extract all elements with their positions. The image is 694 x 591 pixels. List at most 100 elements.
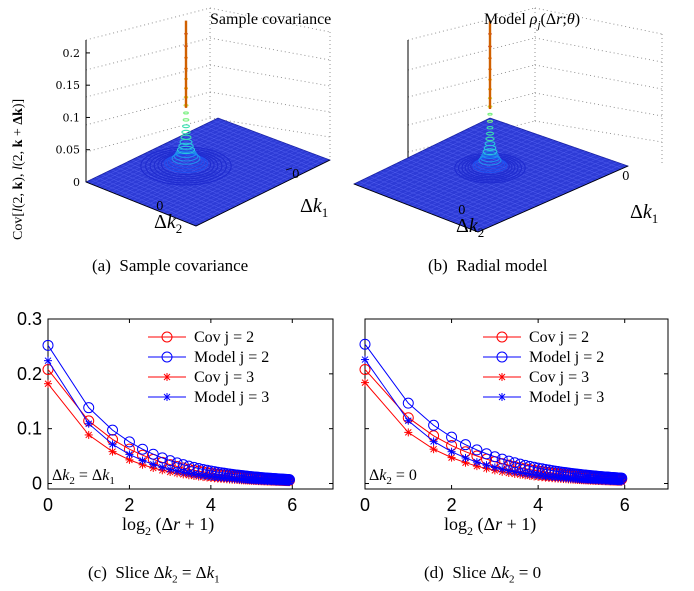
panel-a-xtick-0: 0 bbox=[156, 199, 164, 213]
panel-d-series-3-point bbox=[461, 453, 470, 462]
panel-d-series-1-point bbox=[503, 455, 515, 467]
panel-d-line-chart: 0 2 4 6 Cov j = 2 Model j = 2 Cov j = 3 Model … bbox=[359, 318, 669, 538]
panel-c-ytick: 0.1 bbox=[17, 419, 42, 439]
panel-c-line-chart: 0 2 4 6 0 0.1 0.2 0.3 Cov j = 2 Model j = 2 Cov j… bbox=[17, 309, 334, 538]
panel-a-peak-mesh-ring bbox=[178, 142, 194, 150]
panel-b-peak-mesh-ring bbox=[481, 151, 499, 159]
panel-c-legend-label-2: Cov j = 3 bbox=[194, 369, 254, 386]
panel-a-title: Sample covariance bbox=[210, 11, 331, 28]
panel-c-series-2-point bbox=[84, 430, 93, 439]
panel-b-peak-mesh-ring bbox=[486, 119, 494, 123]
caption-d: (d) Slice Δk2 = 0 bbox=[424, 563, 542, 586]
panel-d-series-3-point bbox=[429, 437, 438, 446]
panel-c-xtick: 0 bbox=[43, 495, 53, 515]
panel-a-peak-mesh-ring bbox=[180, 134, 192, 140]
panel-d-series-3-point bbox=[617, 477, 626, 486]
panel-d-legend-marker-1 bbox=[496, 351, 508, 363]
panel-c-series-1-point bbox=[156, 452, 168, 464]
panel-c-xtick: 6 bbox=[287, 495, 297, 515]
panel-d-series-1-point bbox=[481, 448, 493, 460]
panel-a-peak-mesh-ring bbox=[183, 111, 189, 115]
panel-c-legend-label-1: Model j = 2 bbox=[194, 349, 269, 366]
panel-b-peak-mesh-ring bbox=[479, 153, 501, 163]
panel-b-surface: Model ρj(Δr;θ) 0 0 Δk2 Δk1 bbox=[352, 7, 663, 240]
panel-c-xtick: 2 bbox=[124, 495, 134, 515]
panel-a-peak-mesh-ring bbox=[173, 150, 199, 162]
panel-c-legend-label-0: Cov j = 2 bbox=[194, 329, 254, 346]
panel-d-series-1-point bbox=[359, 338, 371, 350]
panel-c-series-3-point bbox=[108, 440, 117, 449]
panel-a-peak-mesh-ring bbox=[176, 145, 196, 155]
panel-d-series-3-point bbox=[482, 461, 491, 470]
panel-d-series-2-point bbox=[361, 378, 369, 387]
panel-a-ztick: 0.05 bbox=[56, 144, 81, 157]
panel-d-xtick: 4 bbox=[533, 495, 543, 515]
panel-a-peak-mesh-ring bbox=[166, 153, 206, 171]
panel-c-legend-label-3: Model j = 3 bbox=[194, 389, 269, 406]
panel-a-ztick: 0.2 bbox=[63, 47, 81, 60]
panel-b-peak-mesh-ring bbox=[474, 157, 506, 171]
panel-d-legend-label-1: Model j = 2 bbox=[529, 349, 604, 366]
panel-b-peak-mesh-ring bbox=[454, 152, 526, 184]
panel-d-series-1-point bbox=[471, 444, 483, 456]
panel-c-series-3-point bbox=[285, 477, 294, 486]
panel-b-title: Model ρj(Δr;θ) bbox=[484, 11, 580, 31]
panel-d-series-2-point bbox=[404, 428, 413, 437]
panel-d-legend-marker-2 bbox=[498, 373, 506, 381]
panel-d-series-3-point bbox=[498, 465, 507, 474]
panel-b-peak-mesh-ring bbox=[478, 155, 502, 166]
panel-a-peak-mesh-ring bbox=[182, 118, 190, 122]
panel-d-series-3-point bbox=[504, 466, 513, 475]
panel-c-series-3-point bbox=[149, 460, 158, 469]
panel-b-peak-mesh-ring bbox=[484, 141, 496, 147]
panel-d-legend-marker-3 bbox=[498, 393, 506, 401]
panel-c-series-3-point bbox=[138, 456, 147, 465]
panel-b-ylabel: Δk1 bbox=[630, 201, 658, 226]
panel-c-series-2-point bbox=[108, 447, 117, 456]
panel-d-series-3-point bbox=[490, 463, 499, 472]
panel-c-annotation: Δk2 = Δk1 bbox=[52, 467, 115, 487]
panel-c-legend-marker-1 bbox=[161, 351, 173, 363]
panel-c-ytick: 0.3 bbox=[17, 309, 42, 329]
panel-d-series-1-point bbox=[489, 451, 501, 463]
panel-d-series-3-point bbox=[404, 416, 413, 425]
panel-c-series-1-point bbox=[107, 424, 119, 436]
panel-d-series-3-point bbox=[361, 355, 369, 364]
panel-a-zlabel: Cov[l(2, k), l(2, k + Δk)] bbox=[11, 99, 26, 240]
panel-d-legend-label-2: Cov j = 3 bbox=[529, 369, 589, 386]
panel-a-ylabel: Δk1 bbox=[300, 195, 328, 220]
panel-a-peak-mesh-ring bbox=[182, 124, 190, 129]
panel-c-series-3-point bbox=[44, 356, 52, 365]
panel-a-xlabel: Δk2 bbox=[154, 211, 182, 236]
panel-d-series-2-point bbox=[429, 445, 438, 454]
panel-c-series-2-point bbox=[44, 379, 52, 388]
panel-c-legend-marker-2 bbox=[163, 373, 171, 381]
panel-c-series-1-point bbox=[83, 402, 95, 414]
panel-c-series-3-point bbox=[125, 450, 134, 459]
panel-c-series-3-point bbox=[84, 419, 93, 428]
panel-b-peak-mesh-ring bbox=[486, 125, 494, 130]
panel-b-peak-mesh-ring bbox=[485, 136, 495, 142]
panel-d-series-0-point bbox=[359, 363, 371, 375]
panel-c-series-1-point bbox=[42, 339, 54, 351]
panel-d-series-3-point bbox=[510, 467, 519, 476]
panel-d-series-3-point bbox=[447, 447, 456, 456]
panel-c-series-3-point bbox=[158, 463, 167, 472]
panel-b-peak-mesh-ring bbox=[485, 131, 495, 136]
panel-c-legend-marker-0 bbox=[161, 331, 173, 343]
panel-b-ytick-0: 0 bbox=[622, 169, 630, 183]
panel-a-ztick: 0 bbox=[73, 176, 80, 189]
panel-d-series-1-point bbox=[402, 397, 414, 409]
caption-a: (a) Sample covariance bbox=[92, 256, 249, 275]
panel-d-series-1-point bbox=[428, 419, 440, 431]
panel-b-peak-mesh-ring bbox=[476, 156, 504, 169]
panel-c-series-3-point bbox=[166, 465, 175, 474]
panel-d-series-3-point bbox=[472, 458, 481, 467]
panel-d-legend-marker-0 bbox=[496, 331, 508, 343]
caption-b: (b) Radial model bbox=[428, 256, 548, 275]
panel-a-ztick: 0.15 bbox=[56, 79, 81, 92]
panel-a-peak-mesh-ring bbox=[171, 152, 201, 165]
panel-c-xlabel: log2 (Δr + 1) bbox=[122, 514, 214, 538]
panel-a-peak-mesh-ring bbox=[181, 129, 191, 135]
